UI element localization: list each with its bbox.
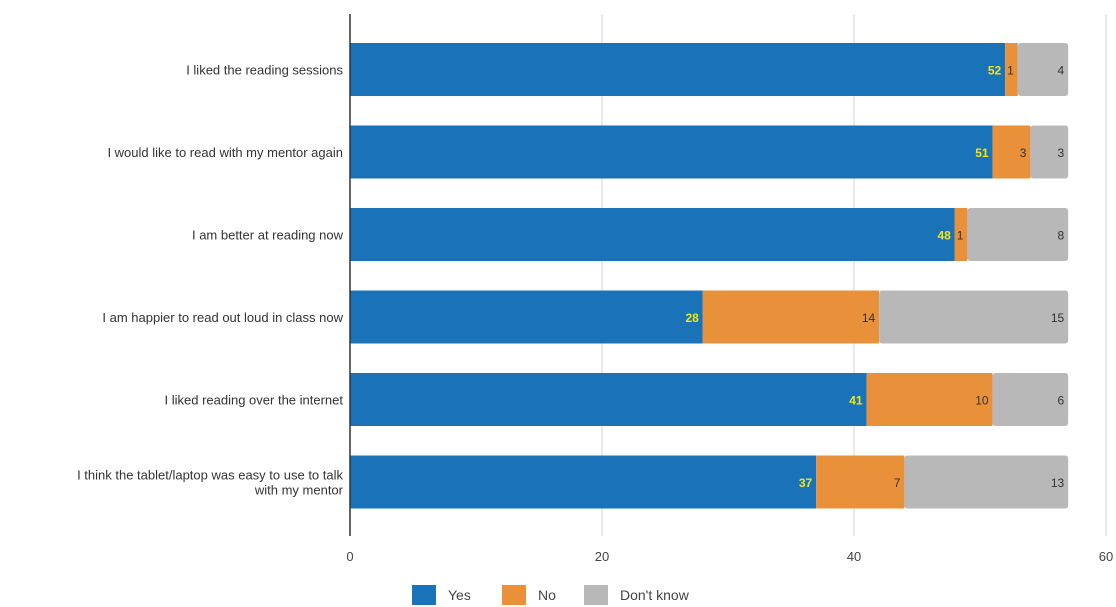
legend-label-dont-know: Don't know	[620, 587, 689, 603]
data-label: 3	[1058, 146, 1065, 160]
category-label: I am happier to read out loud in class n…	[102, 310, 343, 325]
category-label: I liked reading over the internet	[165, 393, 344, 408]
category-label: I would like to read with my mentor agai…	[107, 145, 343, 160]
bar-segment	[350, 43, 1006, 96]
bar-segment	[992, 125, 1031, 179]
legend-label-yes: Yes	[448, 587, 471, 603]
x-tick-label: 0	[346, 549, 353, 564]
bar-segment	[1005, 43, 1018, 96]
legend-item-dont-know[interactable]: Don't know	[584, 584, 689, 606]
data-label: 28	[685, 311, 699, 325]
data-label: 14	[862, 311, 876, 325]
legend-label-no: No	[538, 587, 556, 603]
category-label: with my mentor	[254, 483, 344, 498]
data-label: 52	[988, 64, 1002, 78]
data-label: 1	[957, 229, 964, 243]
data-label: 51	[975, 146, 989, 160]
x-tick-label: 20	[595, 549, 609, 564]
bar-segment	[879, 290, 1069, 344]
data-label: 3	[1020, 146, 1027, 160]
category-label: I am better at reading now	[192, 228, 344, 243]
x-tick-label: 40	[847, 549, 861, 564]
category-label: I liked the reading sessions	[186, 63, 343, 78]
bar-segment	[350, 125, 993, 179]
data-label: 8	[1058, 229, 1065, 243]
data-label: 15	[1051, 311, 1065, 325]
legend-item-yes[interactable]: Yes	[412, 584, 471, 606]
data-label: 4	[1058, 64, 1065, 78]
legend: Yes No Don't know	[0, 584, 1116, 606]
bar-segment	[967, 208, 1069, 261]
data-label: 48	[937, 229, 951, 243]
bar-segment	[1030, 125, 1069, 179]
bar-segment	[350, 373, 867, 426]
x-tick-label: 60	[1099, 549, 1113, 564]
legend-swatch-no	[502, 585, 526, 605]
bar-segment	[350, 455, 817, 509]
data-label: 10	[975, 394, 989, 408]
category-label: I think the tablet/laptop was easy to us…	[77, 468, 343, 483]
bar-segment	[702, 290, 880, 344]
legend-swatch-yes	[412, 585, 436, 605]
data-label: 7	[894, 476, 901, 490]
bar-segment	[1017, 43, 1069, 96]
bar-segment	[954, 208, 968, 261]
bar-segment	[350, 290, 703, 344]
legend-item-no[interactable]: No	[502, 584, 556, 606]
data-label: 13	[1051, 476, 1065, 490]
bar-segment	[816, 455, 905, 509]
data-label: 1	[1007, 64, 1014, 78]
data-label: 6	[1058, 394, 1065, 408]
bar-segment	[866, 373, 993, 426]
bar-segment	[350, 208, 955, 261]
legend-swatch-dont-know	[584, 585, 608, 605]
data-label: 41	[849, 394, 863, 408]
data-label: 37	[799, 476, 813, 490]
bar-segment	[904, 455, 1069, 509]
bar-segment	[992, 373, 1069, 426]
